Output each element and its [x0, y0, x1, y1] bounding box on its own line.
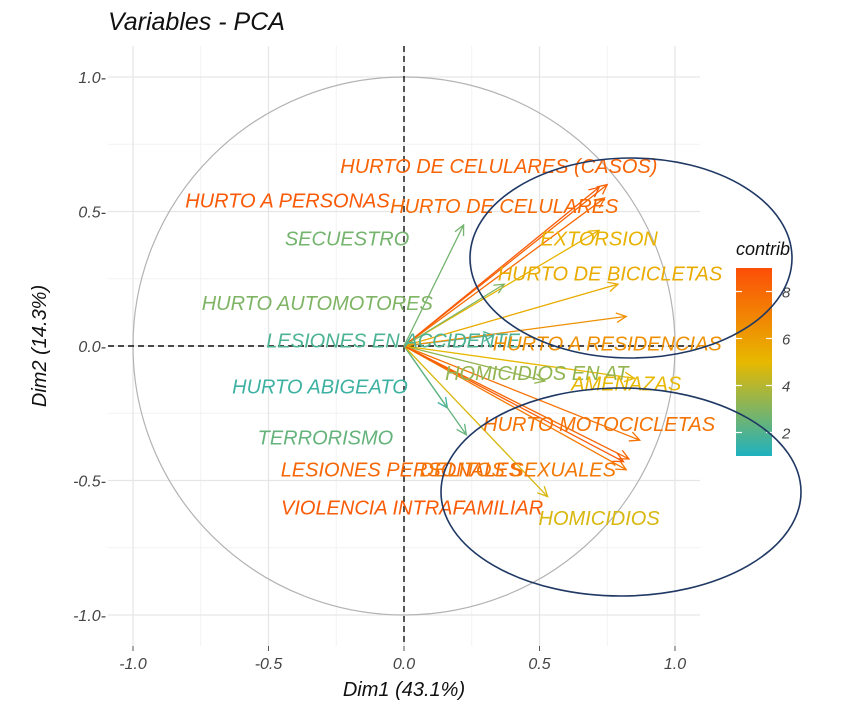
x-axis-ticks: -1.0 -0.5 0.0 0.5 1.0: [119, 646, 686, 673]
variable-arrows: [403, 183, 642, 498]
y-tick-label: 1.0-: [78, 70, 106, 87]
variable-arrow: [403, 345, 636, 383]
chart-title: Variables - PCA: [108, 8, 285, 36]
variable-arrow: [403, 186, 601, 347]
arrow-head: [623, 371, 636, 383]
variable-label: LESIONES EN ACCIDENTE: [266, 331, 520, 353]
arrow-head: [615, 460, 628, 471]
legend-colorbar: [736, 268, 772, 456]
variable-arrow: [403, 312, 628, 347]
x-tick-label: 0.5: [528, 656, 550, 673]
x-tick-label: 0.0: [393, 656, 415, 673]
variable-label: HURTO AUTOMOTORES: [202, 293, 434, 315]
arrow-head: [534, 373, 547, 384]
variable-label: HURTO DE BICICLETAS: [498, 263, 723, 285]
y-axis-title: Dim2 (14.3%): [29, 285, 51, 407]
variable-arrow: [403, 345, 549, 498]
legend-tick-label: 4: [782, 379, 790, 396]
arrow-shaft: [403, 197, 605, 347]
y-tick-label: 0.0-: [78, 339, 106, 356]
legend-tick-label: 8: [782, 285, 791, 302]
arrow-shaft: [403, 345, 467, 436]
variable-label: HURTO A RESIDENCIAS: [493, 333, 723, 355]
arrow-head: [596, 183, 609, 195]
annotation-ellipses: [440, 157, 802, 597]
variable-arrow: [403, 281, 620, 347]
y-tick-label: 0.5-: [78, 205, 106, 222]
y-tick-label: -0.5-: [73, 474, 106, 491]
arrow-head: [615, 312, 628, 324]
variable-label: HURTO ABIGEATO: [232, 376, 408, 398]
arrow-shaft: [403, 283, 505, 347]
variable-label: EXTORSION: [540, 228, 658, 250]
y-axis-ticks: -1.0- -0.5- 0.0- 0.5- 1.0-: [73, 70, 106, 625]
variable-label: HOMICIDIOS: [539, 508, 661, 530]
legend-tick-label: 6: [782, 332, 791, 349]
x-tick-label: -0.5: [255, 656, 283, 673]
arrow-shaft: [403, 345, 630, 460]
annotation-ellipse-upper: [469, 157, 793, 359]
contrib-legend: contrib 2 4 6 8: [736, 239, 791, 456]
x-tick-label: 1.0: [664, 656, 686, 673]
arrow-shaft: [403, 345, 624, 463]
y-tick-label: -1.0-: [73, 608, 106, 625]
annotation-ellipse-lower: [440, 387, 802, 597]
variable-labels: HURTO DE CELULARES (CASOS) HURTO A PERSON…: [185, 156, 723, 530]
variable-arrow: [403, 345, 642, 442]
arrow-shaft: [403, 186, 600, 347]
variable-label: HOMICIDIOS EN AT: [445, 363, 630, 385]
variable-label: SECUESTRO: [285, 228, 409, 250]
legend-title: contrib: [736, 239, 790, 259]
variable-label: HURTO A PERSONAS: [185, 191, 390, 213]
arrow-head: [612, 452, 625, 463]
arrow-shaft: [403, 345, 546, 382]
arrow-head: [588, 229, 601, 240]
variable-label: VIOLENCIA INTRAFAMILIAR: [281, 497, 543, 519]
arrow-shaft: [403, 283, 619, 347]
arrow-shaft: [403, 315, 627, 347]
x-axis-title: Dim1 (43.1%): [343, 679, 465, 701]
variable-arrow: [403, 283, 506, 347]
variable-arrow: [403, 345, 625, 463]
arrow-head: [493, 283, 506, 294]
variable-arrow: [403, 223, 465, 347]
legend-ticks: 2 4 6 8: [736, 285, 791, 443]
x-tick-label: -1.0: [119, 656, 147, 673]
variable-arrow: [403, 197, 606, 347]
arrow-shaft: [403, 345, 635, 379]
variable-label: AMENAZAS: [570, 374, 682, 396]
variable-label: LESIONES PERSONALES: [281, 460, 523, 482]
variable-label: HURTO MOTOCICLETAS: [483, 414, 716, 436]
arrow-head: [628, 431, 642, 442]
arrow-head: [456, 423, 468, 436]
variable-arrow: [403, 345, 468, 436]
arrow-shaft: [403, 345, 549, 498]
legend-tick-label: 2: [781, 426, 791, 443]
variable-label: HURTO DE CELULARES: [390, 196, 619, 218]
variable-label: DELITOS SEXUALES: [420, 460, 617, 482]
arrow-head: [454, 223, 465, 236]
arrow-head: [588, 186, 601, 198]
arrow-head: [593, 197, 606, 209]
arrow-shaft: [403, 224, 465, 347]
variable-label: TERRORISMO: [258, 427, 394, 449]
variable-arrow: [403, 345, 547, 384]
arrow-shaft: [403, 345, 641, 441]
arrow-head: [537, 485, 549, 498]
variable-label: HURTO DE CELULARES (CASOS): [340, 156, 657, 178]
arrow-head: [607, 281, 620, 292]
arrow-head: [482, 331, 495, 342]
